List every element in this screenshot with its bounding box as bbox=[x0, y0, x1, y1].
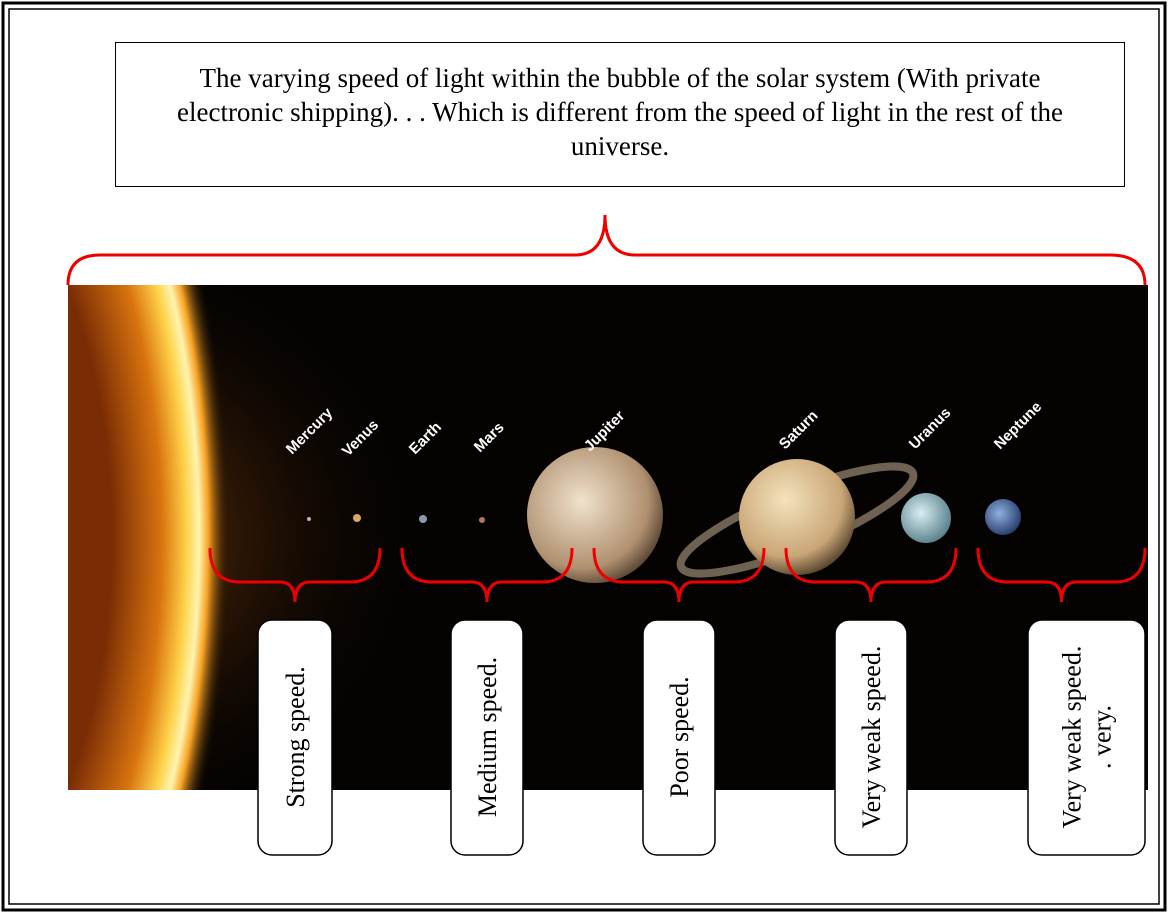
speed-label: Very weak speed. bbox=[857, 646, 886, 829]
planet bbox=[739, 459, 855, 575]
speed-box bbox=[1028, 620, 1145, 855]
page: MercuryVenusEarthMarsJupiterSaturnUranus… bbox=[0, 0, 1168, 913]
planet bbox=[479, 517, 485, 523]
speed-label: Strong speed. bbox=[281, 666, 310, 808]
planet bbox=[419, 515, 427, 523]
title-box: The varying speed of light within the bu… bbox=[115, 42, 1125, 187]
speed-label: Very weak speed. bbox=[1058, 646, 1087, 829]
planet bbox=[901, 493, 951, 543]
speed-label: Poor speed. bbox=[665, 676, 694, 797]
speed-label: . very. bbox=[1088, 705, 1117, 769]
speed-label: Medium speed. bbox=[473, 657, 502, 817]
big-brace bbox=[68, 215, 1145, 285]
planet bbox=[353, 514, 361, 522]
frame: MercuryVenusEarthMarsJupiterSaturnUranus… bbox=[0, 0, 1168, 913]
planet bbox=[985, 499, 1021, 535]
planet bbox=[307, 517, 311, 521]
